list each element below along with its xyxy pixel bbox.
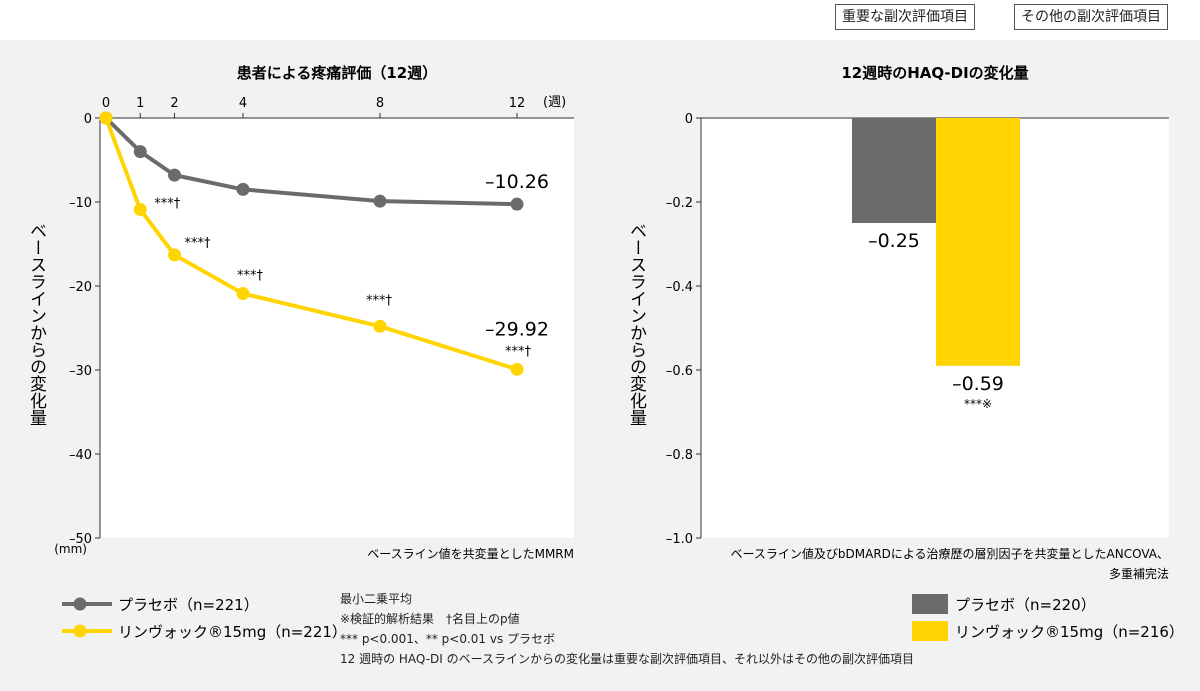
left-y-tick-label: –50 — [69, 532, 92, 547]
note-lsmean: 最小二乗平均 — [340, 592, 413, 606]
left-y-tick-label: –40 — [69, 448, 92, 463]
left-y-tick-label: –30 — [69, 364, 92, 379]
left-x-tick-label: 8 — [376, 96, 384, 111]
left-series-point-0 — [373, 194, 387, 208]
left-y-unit: (mm) — [54, 542, 87, 556]
right-y-axis-label: ベースラインからの変化量 — [626, 222, 647, 426]
left-x-tick-label: 2 — [170, 96, 178, 111]
left-x-tick-label: 1 — [136, 96, 144, 111]
left-x-tick-label: 0 — [102, 96, 110, 111]
right-significance-label: ***※ — [964, 397, 992, 411]
left-series-point-1 — [236, 287, 250, 301]
left-significance-label: ***† — [154, 197, 181, 212]
left-significance-label: ***† — [366, 293, 393, 308]
left-significance-label: ***† — [237, 269, 264, 284]
legend-rinvoq-label: リンヴォック®15mg（n=221） — [118, 623, 347, 641]
left-legend: プラセボ（n=221） リンヴォック®15mg（n=221） — [62, 596, 347, 641]
important-secondary-endpoints-button[interactable]: 重要な副次評価項目 — [835, 4, 975, 30]
note-endpoints: 12 週時の HAQ-DI のベースラインからの変化量は重要な副次評価項目、それ… — [340, 652, 915, 666]
left-x-unit: (週) — [543, 95, 566, 110]
right-bar-0 — [852, 118, 936, 223]
right-y-tick-label: –0.6 — [666, 364, 693, 379]
left-series-point-0 — [236, 182, 250, 196]
right-y-tick-label: –0.2 — [666, 196, 693, 211]
left-series-point-0 — [510, 197, 524, 211]
other-secondary-endpoints-button[interactable]: その他の副次評価項目 — [1014, 4, 1168, 30]
haq-di-bar-chart: 12週時のHAQ-DIの変化量 ベースラインからの変化量 ベースライン値及びbD… — [626, 64, 1169, 581]
left-y-tick-label: 0 — [84, 112, 92, 127]
left-significance-label: ***† — [505, 344, 532, 359]
right-footnote-line2: 多重補完法 — [1109, 566, 1169, 581]
left-series-point-1 — [133, 203, 147, 217]
legend-rinvoq-marker — [73, 624, 87, 638]
right-bar-1 — [936, 118, 1020, 366]
left-x-tick-label: 12 — [509, 96, 526, 111]
left-series-point-0 — [133, 145, 147, 159]
left-y-axis-label: ベースラインからの変化量 — [26, 222, 47, 426]
left-x-tick-label: 4 — [239, 96, 247, 111]
header-bar — [0, 0, 1200, 40]
legend-bar-placebo-label: プラセボ（n=220） — [955, 596, 1096, 614]
right-y-tick-label: –0.8 — [666, 448, 693, 463]
left-end-label-rinvoq: –29.92 — [485, 318, 549, 340]
left-footnote: ベースライン値を共変量としたMMRM — [367, 546, 574, 561]
left-series-point-1 — [168, 248, 181, 262]
legend-placebo-label: プラセボ（n=221） — [118, 596, 259, 614]
left-y-tick-label: –10 — [69, 196, 92, 211]
left-series-point-1 — [99, 111, 113, 125]
note-analysis: ※検証的解析結果 †名目上のp値 — [340, 612, 520, 626]
right-footnote-line1: ベースライン値及びbDMARDによる治療歴の層別因子を共変量としたANCOVA、 — [731, 546, 1170, 561]
left-significance-label: ***† — [185, 236, 212, 251]
right-bar-value-label: –0.25 — [868, 230, 920, 252]
left-series-point-1 — [510, 362, 524, 376]
pain-line-chart: 患者による疼痛評価（12週） (週) (mm) ベースライン値を共変量としたMM… — [26, 64, 574, 561]
left-series-point-1 — [373, 319, 387, 333]
left-series-point-0 — [168, 168, 181, 182]
legend-placebo-swatch — [912, 594, 948, 614]
right-y-tick-label: –0.4 — [666, 280, 693, 295]
left-series-line-0 — [104, 116, 518, 207]
left-series-line-1 — [104, 117, 518, 372]
right-legend: プラセボ（n=220） リンヴォック®15mg（n=216） — [912, 594, 1184, 641]
left-y-tick-label: –20 — [69, 280, 92, 295]
legend-rinvoq-swatch — [912, 621, 948, 641]
legend-placebo-marker — [73, 597, 87, 611]
left-plot-area — [100, 118, 574, 538]
right-y-tick-label: 0 — [685, 112, 693, 127]
left-chart-title: 患者による疼痛評価（12週） — [237, 64, 437, 82]
legend-bar-rinvoq-label: リンヴォック®15mg（n=216） — [955, 623, 1184, 641]
right-y-tick-label: –1.0 — [666, 532, 693, 547]
right-bar-value-label: –0.59 — [952, 373, 1004, 395]
note-pvalue: *** p<0.001、** p<0.01 vs プラセボ — [340, 632, 556, 646]
right-chart-title: 12週時のHAQ-DIの変化量 — [841, 64, 1028, 82]
left-end-label-placebo: –10.26 — [485, 171, 549, 193]
